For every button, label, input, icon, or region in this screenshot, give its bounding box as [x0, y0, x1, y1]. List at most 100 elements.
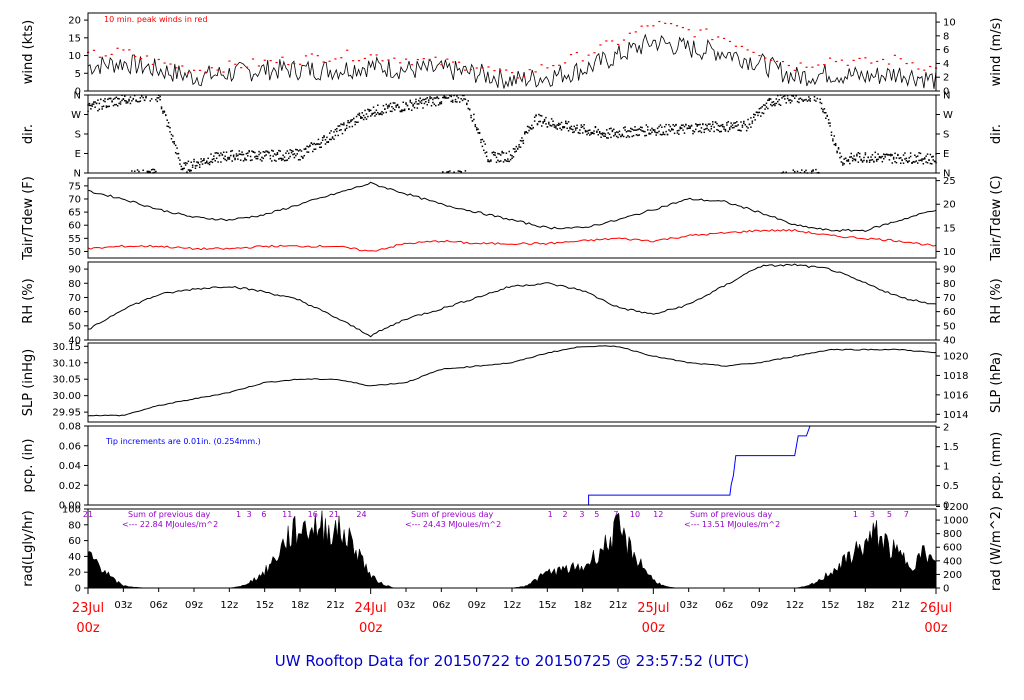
y-tick-label-left: W [71, 110, 81, 121]
peak-wind-mark [540, 64, 543, 66]
direction-point [805, 169, 807, 172]
x-tick-label: 18z [574, 600, 592, 611]
direction-point [285, 159, 287, 162]
radiation-hour-label: 1 [853, 510, 858, 519]
direction-point [809, 97, 812, 100]
peak-wind-mark [823, 63, 826, 66]
peak-wind-mark [463, 69, 467, 71]
y-tick-label-right: N [943, 169, 950, 180]
direction-point [287, 152, 290, 155]
direction-point [720, 130, 722, 133]
direction-point [393, 109, 396, 111]
direction-point [92, 101, 95, 103]
direction-point [116, 97, 119, 100]
peak-wind-mark [628, 32, 631, 34]
peak-wind-mark [240, 67, 243, 69]
direction-point [819, 98, 821, 101]
direction-point [926, 161, 929, 164]
direction-point [646, 129, 649, 131]
direction-point [405, 102, 407, 104]
peak-wind-mark [646, 25, 649, 27]
peak-wind-mark [134, 55, 137, 58]
direction-point [275, 154, 277, 156]
direction-point [605, 137, 608, 139]
direction-point [826, 115, 828, 117]
y-tick-label-right: 4 [943, 59, 949, 70]
direction-point [139, 97, 142, 99]
peak-wind-mark [387, 59, 390, 61]
direction-point [166, 125, 168, 127]
peak-wind-mark [917, 68, 920, 70]
direction-point [467, 100, 469, 102]
direction-point [515, 150, 518, 152]
direction-point [237, 154, 239, 157]
direction-point [782, 171, 785, 173]
direction-point [584, 130, 587, 133]
direction-point [825, 111, 827, 114]
direction-point [560, 129, 563, 131]
direction-point [638, 134, 640, 136]
direction-point [268, 152, 270, 154]
radiation-hour-label: 3 [870, 510, 875, 519]
direction-point [386, 105, 389, 107]
direction-point [682, 124, 684, 126]
day-sum-title: Sum of previous day [690, 510, 772, 519]
direction-point [395, 106, 397, 108]
direction-point [752, 116, 755, 119]
direction-point [614, 132, 616, 134]
direction-point [680, 127, 683, 129]
direction-point [515, 145, 518, 148]
direction-point [747, 127, 749, 129]
direction-point [863, 156, 865, 159]
direction-point [473, 113, 475, 116]
direction-point [483, 140, 485, 143]
direction-point [574, 129, 577, 131]
peak-wind-mark [599, 44, 602, 46]
direction-point [409, 101, 412, 103]
direction-point [637, 128, 639, 131]
direction-point [505, 160, 508, 162]
direction-point [521, 137, 523, 139]
direction-point [630, 130, 632, 133]
direction-point [525, 130, 527, 133]
direction-point [596, 131, 598, 133]
y-tick-label-left: 0 [75, 584, 81, 595]
direction-point [678, 133, 680, 135]
direction-point [533, 116, 536, 118]
direction-point [413, 102, 416, 105]
direction-point [801, 169, 803, 171]
direction-point [464, 98, 467, 101]
direction-point [743, 122, 745, 124]
peak-wind-mark [552, 64, 555, 67]
direction-point [131, 100, 133, 102]
direction-point [719, 130, 721, 133]
direction-point [744, 124, 746, 126]
direction-point [401, 110, 403, 113]
direction-point [798, 101, 800, 104]
direction-point [621, 134, 624, 137]
direction-point [866, 159, 868, 162]
y-tick-label-right: 1200 [943, 502, 968, 513]
direction-point [796, 100, 799, 103]
direction-point [761, 105, 763, 108]
direction-point [907, 160, 909, 163]
direction-point [572, 128, 574, 131]
direction-point [167, 122, 170, 124]
y-tick-label-right: 90 [943, 265, 956, 276]
direction-point [269, 157, 272, 160]
direction-point [152, 168, 154, 171]
direction-point [314, 143, 317, 146]
direction-point [485, 155, 488, 158]
direction-point [477, 128, 479, 130]
direction-point [923, 158, 926, 160]
direction-point [720, 124, 722, 127]
y-tick-label-right: 2 [943, 73, 949, 84]
peak-wind-mark [157, 58, 160, 61]
direction-point [518, 146, 520, 148]
direction-point [768, 97, 771, 100]
direction-point [491, 151, 494, 154]
direction-point [155, 98, 157, 101]
direction-point [444, 96, 447, 98]
direction-point [413, 106, 416, 109]
direction-point [847, 160, 850, 162]
